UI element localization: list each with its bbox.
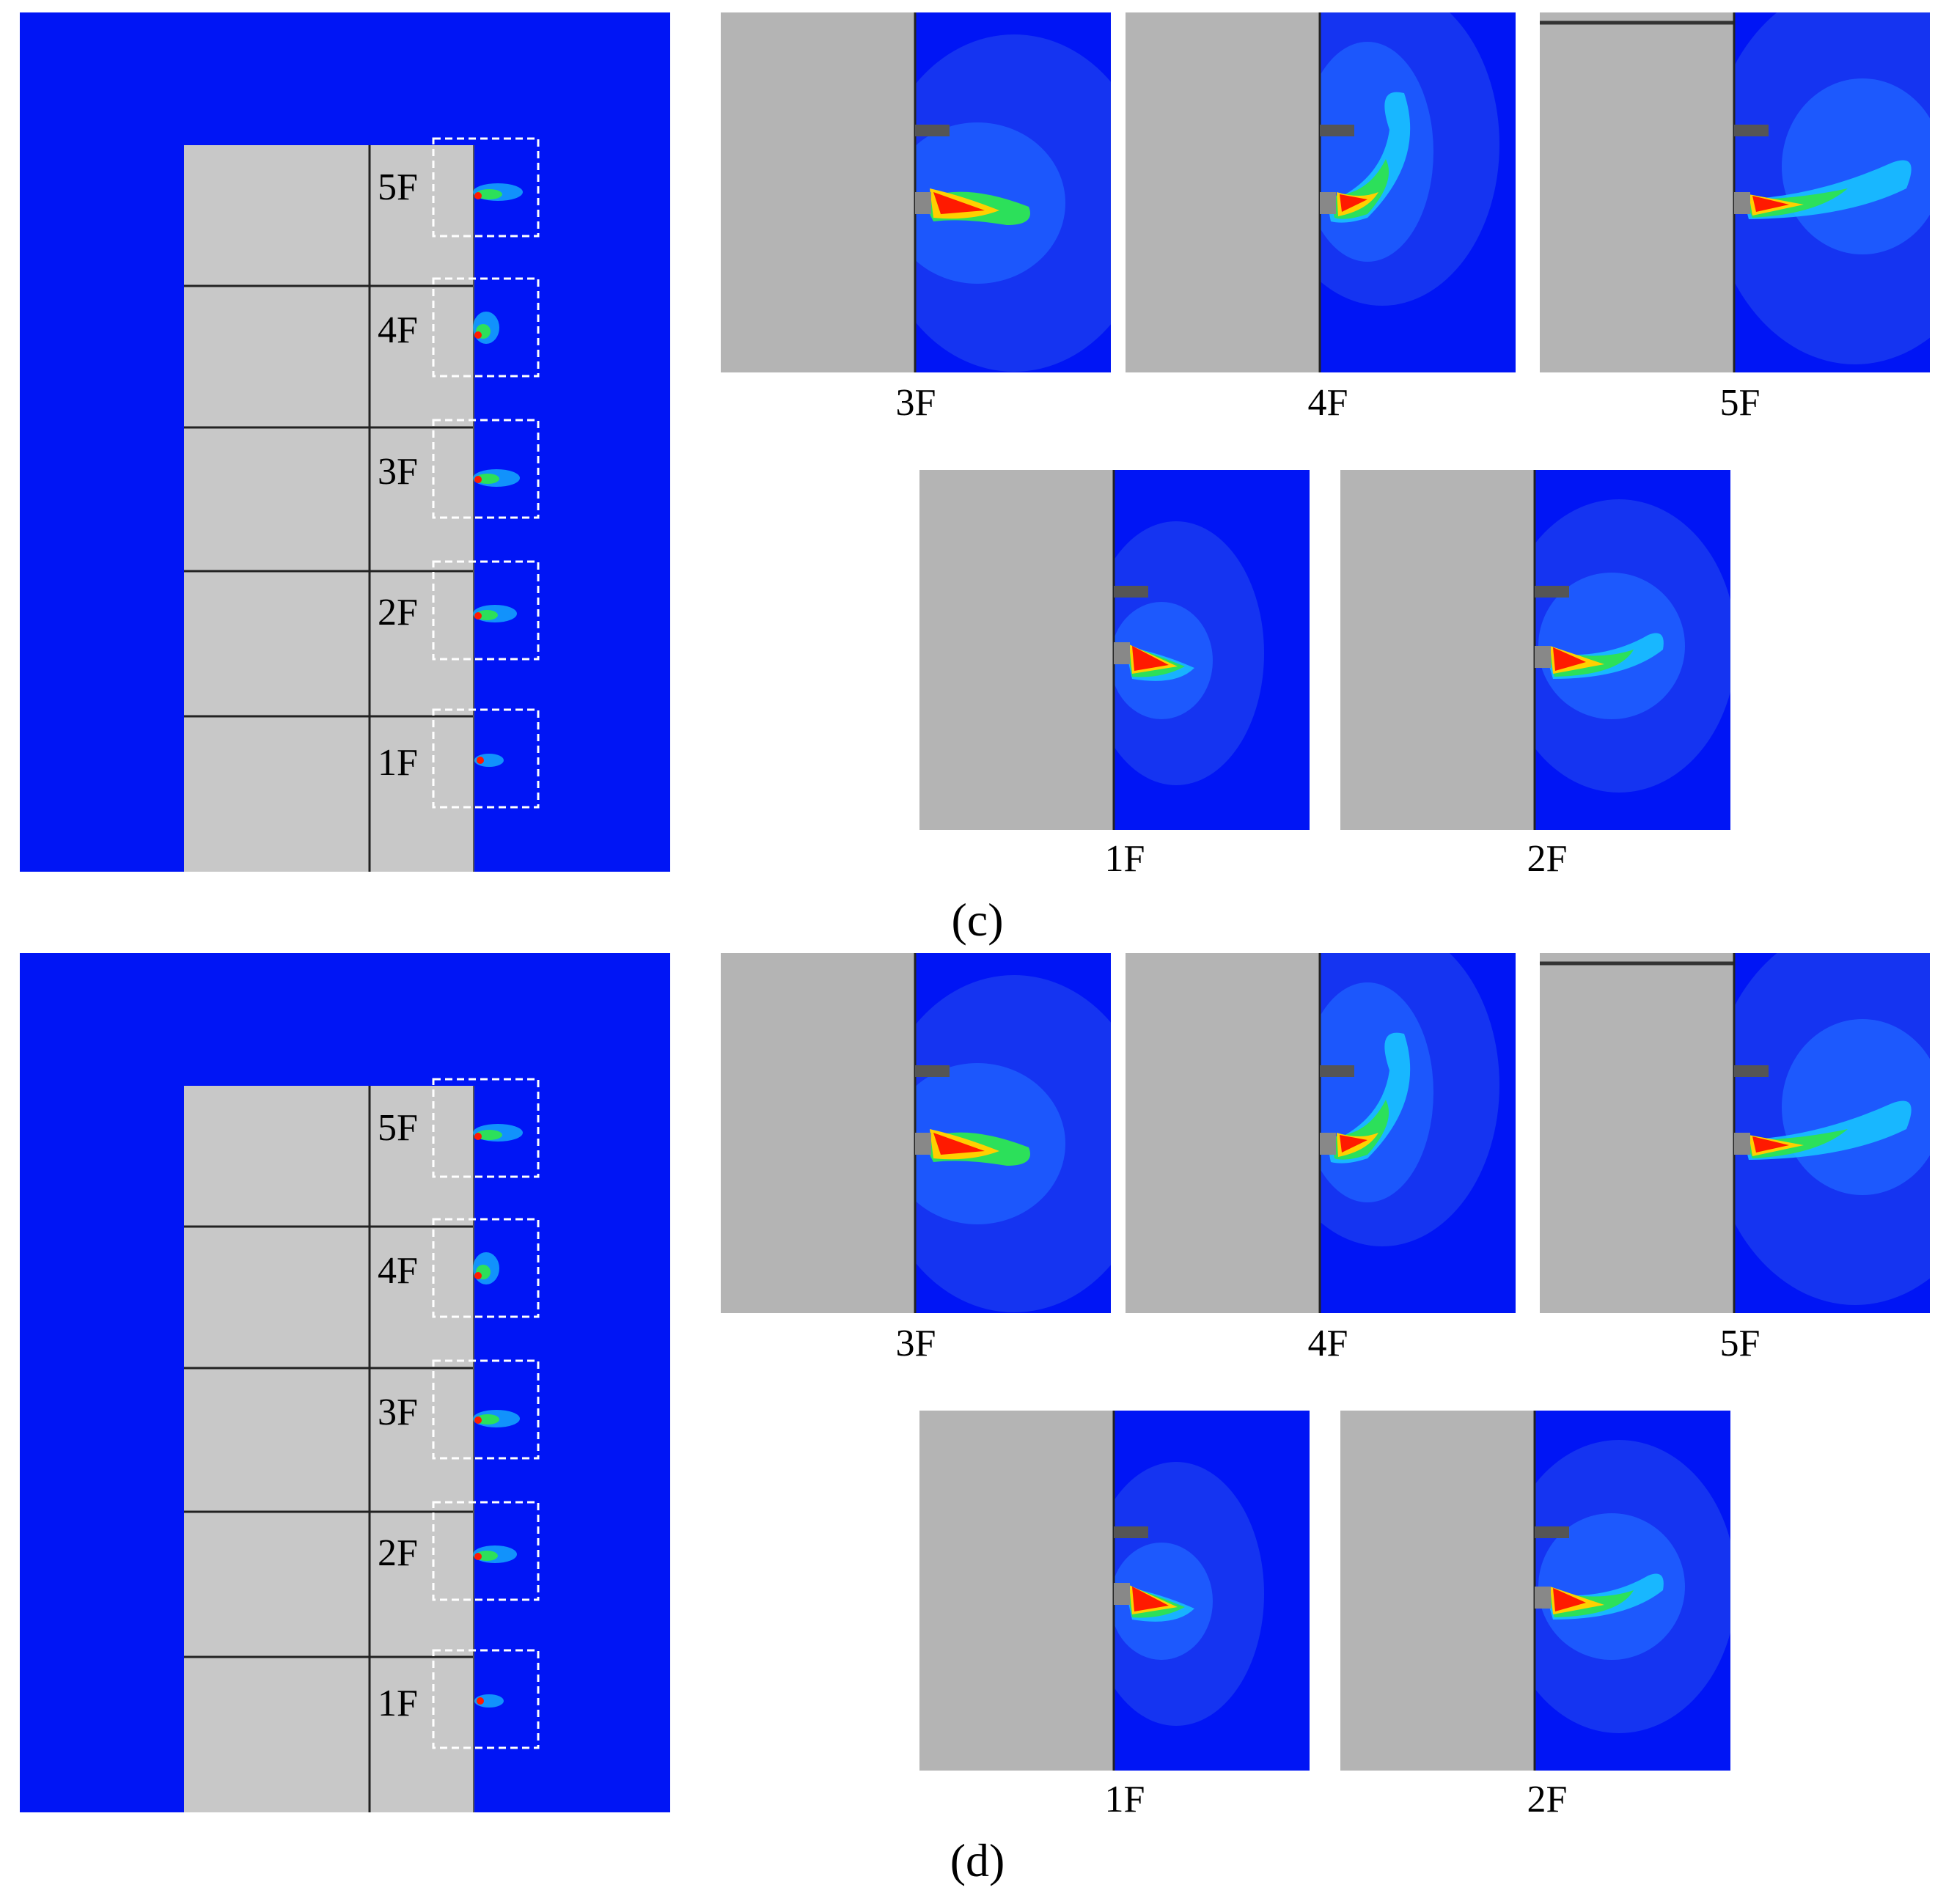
floor-label-2f: 2F xyxy=(378,1532,418,1574)
figure-caption-d: (d) xyxy=(950,1834,1005,1886)
detail-panel-d-3f xyxy=(721,953,1111,1313)
building-overview-d: 5F 4F 3F 2F 1F xyxy=(20,953,670,1812)
detail-label-d-1f: 1F xyxy=(1104,1779,1145,1820)
detail-panel-c-3f xyxy=(721,12,1111,372)
detail-panel-c-1f xyxy=(919,470,1310,830)
floor-label-5f: 5F xyxy=(378,166,418,208)
detail-panel-d-2f xyxy=(1340,1411,1730,1771)
floor-box-4f xyxy=(432,1218,540,1318)
detail-label-d-3f: 3F xyxy=(895,1323,936,1364)
detail-label-c-1f: 1F xyxy=(1104,838,1145,880)
floor-label-3f: 3F xyxy=(378,451,418,493)
detail-label-d-2f: 2F xyxy=(1527,1779,1568,1820)
floor-label-4f: 4F xyxy=(378,309,418,351)
detail-panel-d-1f xyxy=(919,1411,1310,1771)
detail-label-c-2f: 2F xyxy=(1527,838,1568,880)
detail-label-d-4f: 4F xyxy=(1307,1323,1348,1364)
floor-box-4f xyxy=(432,277,540,378)
detail-panel-c-5f xyxy=(1540,12,1930,372)
floor-label-4f: 4F xyxy=(378,1250,418,1292)
floor-box-5f xyxy=(432,137,540,238)
floor-box-3f xyxy=(432,1359,540,1460)
floor-box-2f xyxy=(432,1501,540,1601)
detail-panel-d-4f xyxy=(1126,953,1516,1313)
floor-box-1f xyxy=(432,708,540,809)
floor-label-1f: 1F xyxy=(378,1683,418,1724)
floor-box-1f xyxy=(432,1649,540,1749)
detail-label-c-3f: 3F xyxy=(895,382,936,424)
floor-label-2f: 2F xyxy=(378,592,418,633)
floor-label-5f: 5F xyxy=(378,1107,418,1149)
detail-label-c-5f: 5F xyxy=(1719,382,1760,424)
floor-box-5f xyxy=(432,1078,540,1178)
building-overview-c: 5F 4F 3F 2F 1F xyxy=(20,12,670,872)
figure-caption-c: (c) xyxy=(951,894,1004,946)
floor-label-1f: 1F xyxy=(378,742,418,784)
floor-box-2f xyxy=(432,560,540,661)
floor-label-3f: 3F xyxy=(378,1392,418,1433)
floor-box-3f xyxy=(432,419,540,519)
detail-label-d-5f: 5F xyxy=(1719,1323,1760,1364)
detail-panel-c-2f xyxy=(1340,470,1730,830)
detail-panel-d-5f xyxy=(1540,953,1930,1313)
detail-panel-c-4f xyxy=(1126,12,1516,372)
detail-label-c-4f: 4F xyxy=(1307,382,1348,424)
